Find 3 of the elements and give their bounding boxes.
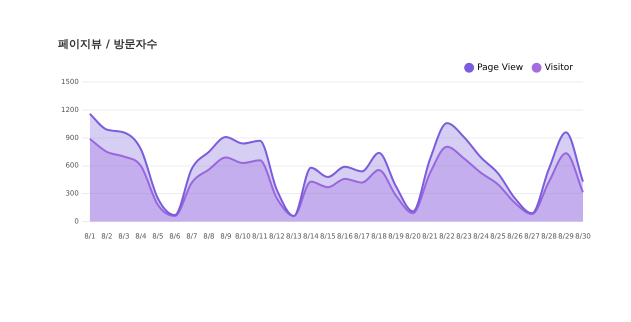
chart-title: 페이지뷰 / 방문자수 (58, 37, 158, 50)
legend-label: Page View (477, 63, 524, 74)
legend-label: Visitor (544, 63, 574, 74)
